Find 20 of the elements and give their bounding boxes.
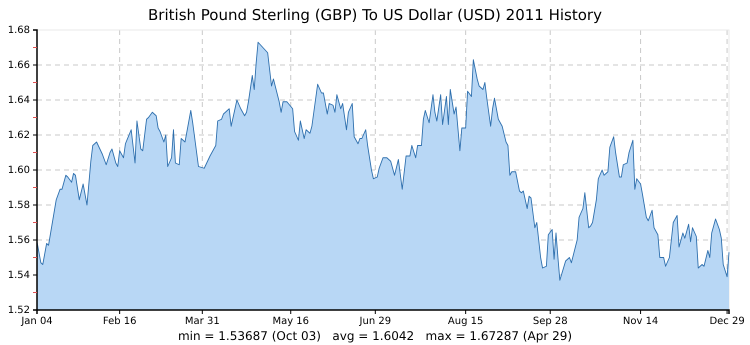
x-tick-label: Sep 28 (532, 316, 568, 328)
y-tick-label: 1.58 (8, 200, 30, 212)
y-tick-label: 1.64 (8, 95, 30, 106)
x-tick-label: Feb 16 (102, 316, 136, 328)
y-tick-label: 1.56 (8, 235, 30, 246)
y-tick-label: 1.68 (8, 25, 30, 36)
x-tick-label: May 16 (272, 316, 310, 328)
y-tick-label: 1.66 (8, 60, 30, 72)
chart-title: British Pound Sterling (GBP) To US Dollar (USD) 2011 History (148, 6, 602, 24)
y-tick-label: 1.54 (8, 270, 30, 282)
x-tick-label: Dec 29 (709, 316, 745, 328)
y-tick-label: 1.62 (8, 130, 30, 142)
x-tick-label: Jun 29 (358, 316, 392, 328)
text: min = 1.53687 (Oct 03) avg = 1.6042 max = 1.67287 (Apr 29) (178, 329, 572, 343)
x-tick-label: Mar 31 (184, 316, 220, 328)
x-tick-label: Nov 14 (622, 316, 658, 328)
y-tick-label: 1.52 (8, 305, 30, 316)
x-tick-label: Jan 04 (20, 316, 53, 328)
x-tick-label: Aug 15 (448, 316, 484, 328)
y-tick-label: 1.60 (8, 165, 30, 176)
